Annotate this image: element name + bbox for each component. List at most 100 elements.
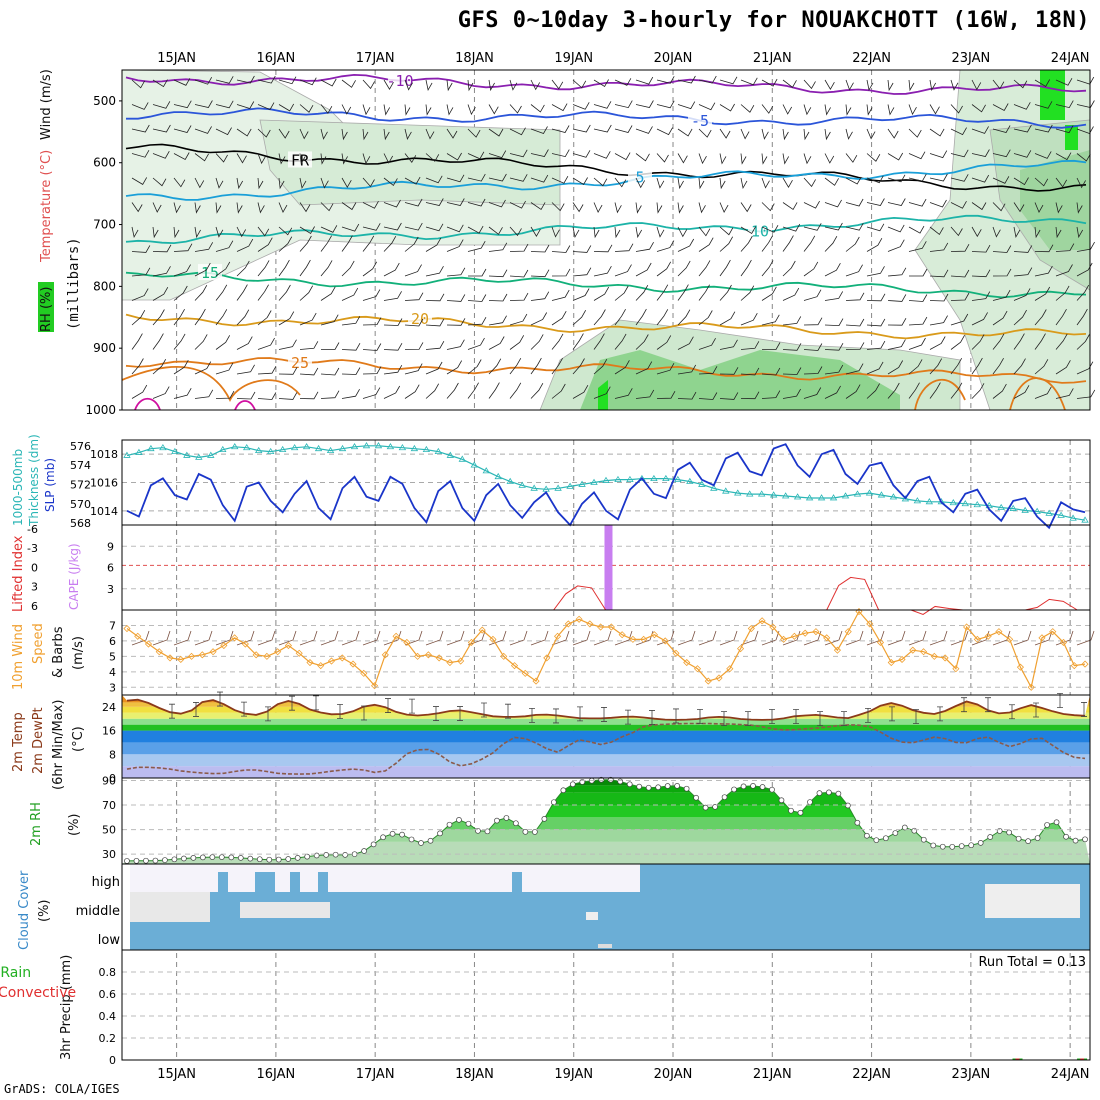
- day-label-bottom: 23JAN: [951, 1067, 990, 1082]
- rh-marker: [693, 794, 699, 801]
- wind-barb: [509, 79, 518, 91]
- wind-barb: [341, 153, 348, 165]
- thickness-marker: [254, 446, 263, 454]
- wind-barb: [950, 358, 963, 375]
- wind-barb: [677, 177, 684, 190]
- wind-barb: [1076, 241, 1095, 252]
- precip-convective-label: Convective: [0, 985, 76, 1001]
- wind-speed-marker: [683, 658, 691, 667]
- wind-barb: [992, 358, 1004, 375]
- wind-barb: [1034, 226, 1041, 239]
- thickness-marker: [1009, 504, 1017, 511]
- wind-barb: [866, 293, 886, 302]
- wind-barb: [362, 177, 375, 188]
- wind-barb: [383, 291, 402, 301]
- rh-marker: [949, 843, 956, 850]
- wind-barb: [488, 150, 507, 159]
- temperature-band: [122, 742, 1090, 755]
- cloud-high-patch: [255, 872, 265, 892]
- wind-barb: [341, 104, 352, 115]
- precip-tick-label: 0.2: [99, 1032, 117, 1045]
- wind-barb: [593, 151, 611, 159]
- rh-marker: [1034, 835, 1041, 841]
- minmax-errorbar: [697, 709, 703, 724]
- thickness-marker: [793, 493, 802, 500]
- thickness-marker: [1045, 509, 1053, 516]
- minmax-axis-label: (6hr Min/Max): [51, 700, 66, 790]
- wind-barb: [1055, 285, 1070, 301]
- precip-tick-label: 0.4: [99, 1010, 117, 1023]
- thickness-marker: [769, 491, 778, 498]
- wind-barb: [761, 235, 773, 252]
- wind-barb: [572, 333, 584, 350]
- wind-barb: [194, 361, 212, 375]
- wind-barb: [1076, 334, 1090, 350]
- wind-barb: [173, 360, 189, 375]
- rh-marker: [901, 824, 908, 831]
- isotherm-label-bg: [288, 353, 312, 370]
- li-tick-label: -6: [27, 523, 38, 536]
- wind-speed-marker: [812, 628, 820, 636]
- wind-barb: [824, 177, 839, 186]
- wind-barb: [950, 335, 965, 350]
- wind-barb: [950, 269, 970, 278]
- wind-barb: [278, 103, 295, 112]
- wind10m-barb: [950, 630, 969, 646]
- wind-barb: [341, 367, 361, 375]
- wind-barb: [593, 177, 608, 187]
- pressure-tick-label: 800: [93, 279, 116, 293]
- wind-barb: [656, 76, 675, 84]
- wind-barb: [740, 202, 752, 213]
- wind-barb: [215, 226, 224, 238]
- wind-speed-marker: [435, 654, 443, 662]
- minmax-errorbar: [481, 702, 487, 718]
- thickness-marker: [686, 477, 694, 484]
- rh-marker: [171, 856, 178, 863]
- thickness-marker: [626, 475, 634, 483]
- wind-speed-marker: [478, 626, 486, 634]
- wind-barb: [572, 226, 580, 239]
- wind-barb: [152, 244, 172, 253]
- wind-barb: [257, 260, 270, 277]
- wind-barb: [887, 128, 899, 139]
- rh-marker: [636, 783, 643, 790]
- wind-barb: [257, 226, 270, 237]
- wind-barb: [257, 177, 264, 190]
- thickness-marker: [734, 489, 742, 496]
- wind-barb: [362, 261, 378, 277]
- wind10m-barb: [215, 630, 234, 646]
- wind-speed-marker: [1038, 634, 1046, 642]
- thickness-marker: [877, 491, 886, 498]
- wind-barb: [1034, 202, 1044, 214]
- rh-marker: [911, 827, 918, 834]
- wind-barb: [362, 235, 375, 252]
- wind-speed-marker: [736, 645, 745, 653]
- rh-marker: [133, 857, 140, 864]
- wind-barb: [131, 267, 151, 277]
- rh-marker: [892, 830, 899, 836]
- wind-barb: [887, 339, 906, 350]
- wind-barb: [299, 128, 309, 140]
- wind-barb: [488, 315, 507, 326]
- rh-marker: [437, 830, 443, 837]
- wind-barb: [1013, 385, 1030, 399]
- wind-barb: [173, 100, 192, 109]
- thickness-marker: [123, 451, 131, 458]
- rh-marker: [1006, 829, 1012, 836]
- wind-barb: [635, 389, 655, 399]
- wind-barb: [362, 317, 382, 326]
- wind-barb: [299, 235, 312, 252]
- wind-barb: [992, 383, 1007, 399]
- wind-barb: [1013, 79, 1028, 89]
- wind-barb: [866, 198, 885, 206]
- minmax-errorbar: [769, 709, 775, 724]
- wind-barb: [614, 226, 621, 239]
- wind-speed-marker: [780, 635, 788, 643]
- wind-barb: [131, 358, 144, 375]
- wind-barb: [404, 176, 421, 185]
- wind-barb: [173, 388, 192, 399]
- wind-barb: [866, 223, 885, 232]
- minmax-errorbar: [817, 711, 823, 727]
- wind-barb: [299, 312, 317, 326]
- wind10m-barb: [488, 630, 507, 646]
